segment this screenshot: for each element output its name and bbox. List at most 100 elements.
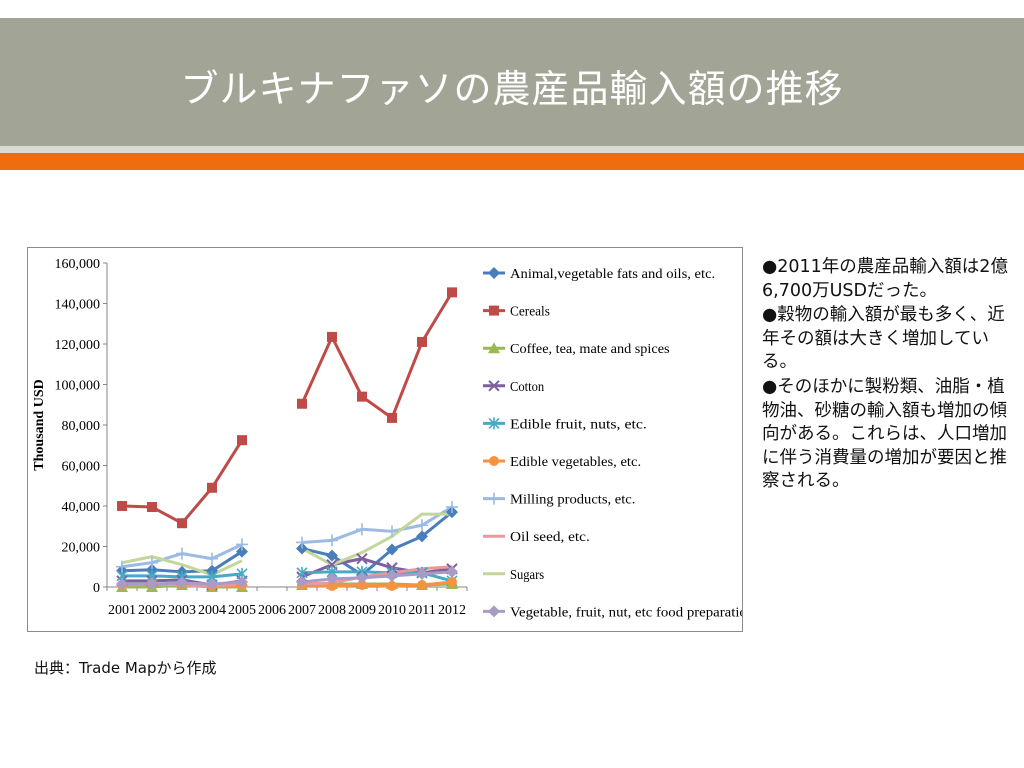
line-chart: 0 20,000 40,000 60,000 80,000 100,000 120,000 1…	[32, 257, 742, 620]
series-6-point	[206, 552, 218, 565]
bullet-item: ●穀物の輸入額が最も多く、近年その額は大きく増加している。	[762, 305, 1005, 373]
y-tick-label: 0	[93, 581, 100, 596]
series-3-point	[356, 552, 368, 565]
series-1-point	[117, 501, 127, 511]
series-1-point	[207, 482, 217, 493]
source-note: 出典：Trade Mapから作成	[34, 659, 217, 677]
legend-label: Cotton	[510, 380, 544, 395]
series-1-point	[147, 502, 157, 513]
series-9-point	[416, 567, 428, 580]
series-6-point	[236, 538, 248, 551]
series-0-point	[386, 543, 398, 556]
series-6-point	[146, 556, 158, 569]
accent-stripe	[0, 153, 1024, 170]
legend-label: Animal,vegetable fats and oils, etc.	[510, 267, 715, 282]
legend-marker	[488, 267, 500, 279]
bullet-list: ●2011年の農産品輸入額は2億6,700万USDだった。 ●穀物の輸入額が最も…	[762, 256, 1008, 495]
chart-frame: 0 20,000 40,000 60,000 80,000 100,000 120,000 1…	[27, 247, 743, 632]
series-1-point	[417, 336, 427, 347]
series-0-point	[416, 530, 428, 543]
series-9-point	[146, 577, 158, 590]
series-1-point	[237, 435, 247, 446]
y-tick-label: 60,000	[62, 460, 101, 475]
x-tick-label: 2011	[408, 603, 435, 618]
series-5-point	[447, 576, 457, 587]
series-6-point	[386, 525, 398, 538]
x-tick-label: 2004	[198, 603, 226, 618]
series-1-point	[327, 331, 337, 342]
y-tick-label: 80,000	[62, 419, 101, 434]
series-0-point	[296, 542, 308, 555]
series-1-point	[357, 391, 367, 402]
legend-marker	[489, 456, 499, 466]
series-5-point	[417, 579, 427, 590]
y-axis-label: Thousand USD	[32, 379, 47, 470]
series-5-line	[301, 580, 453, 588]
x-tick-label: 2002	[138, 603, 166, 618]
x-tick-label: 2007	[288, 603, 316, 618]
x-tick-label: 2006	[258, 603, 286, 618]
y-tick-label: 120,000	[55, 338, 101, 353]
x-tick-label: 2001	[108, 603, 136, 618]
series-1-point	[387, 412, 397, 423]
series-6-point	[356, 523, 368, 536]
series-6-point	[326, 534, 338, 547]
x-tick-label: 2003	[168, 603, 196, 618]
legend-marker	[488, 380, 500, 392]
series-1-line	[121, 439, 244, 525]
x-tick-label: 2010	[378, 603, 406, 618]
bullet-item: ●そのほかに製粉類、油脂・植物油、砂糖の輸入額も増加の傾向がある。これらは、人口…	[762, 376, 1007, 492]
series-9-point	[386, 569, 398, 582]
series-8-line	[301, 512, 452, 567]
series-5-point	[357, 579, 367, 590]
series-6-line	[301, 505, 453, 544]
divider-stripe	[0, 146, 1024, 153]
series-1-point	[177, 518, 187, 529]
series-9-point	[326, 572, 338, 585]
slide-title: ブルキナファソの農産品輸入額の推移	[180, 67, 844, 111]
series-9-point	[356, 571, 368, 584]
y-tick-label: 160,000	[55, 257, 101, 272]
series-6-point	[296, 536, 308, 549]
legend-label: Coffee, tea, mate and spices	[510, 342, 670, 357]
y-tick-label: 100,000	[55, 379, 101, 394]
series-6-point	[176, 547, 188, 560]
series-9-point	[176, 576, 188, 589]
legend-marker	[488, 492, 500, 505]
series-0-point	[236, 545, 248, 558]
bullet-item: ●2011年の農産品輸入額は2億6,700万USDだった。	[762, 257, 1008, 301]
legend-marker	[488, 342, 500, 354]
series-9-point	[446, 565, 458, 578]
series-9-point	[206, 577, 218, 590]
series-6-point	[446, 501, 458, 514]
legend-label: Vegetable, fruit, nut, etc food preparat…	[510, 605, 742, 620]
legend-label: Cereals	[510, 305, 550, 320]
legend-marker	[488, 605, 500, 618]
title-band	[0, 18, 1024, 146]
series-9-point	[116, 577, 128, 590]
x-tick-label: 2009	[348, 603, 376, 618]
series-6-point	[416, 519, 428, 532]
series-8-line	[121, 555, 243, 577]
y-tick-label: 40,000	[62, 500, 101, 515]
legend-label: Sugars	[510, 568, 544, 583]
series-5-point	[387, 580, 397, 591]
legend-marker	[488, 417, 500, 430]
series-5-point	[327, 580, 337, 591]
y-tick-label: 20,000	[62, 541, 101, 556]
legend-label: Edible fruit, nuts, etc.	[510, 417, 647, 432]
legend-label: Milling products, etc.	[510, 493, 635, 508]
series-9-point	[296, 575, 308, 588]
series-0-point	[326, 549, 338, 562]
series-1-point	[447, 287, 457, 298]
series-1-point	[297, 398, 307, 409]
legend-label: Oil seed, etc.	[510, 530, 590, 545]
series-6-point	[116, 560, 128, 573]
series-1-line	[300, 291, 454, 420]
x-tick-label: 2008	[318, 603, 346, 618]
y-tick-label: 140,000	[55, 298, 101, 313]
legend-marker	[489, 305, 499, 316]
x-tick-label: 2012	[438, 603, 466, 618]
series-9-point	[236, 575, 248, 588]
x-tick-label: 2005	[228, 603, 256, 618]
